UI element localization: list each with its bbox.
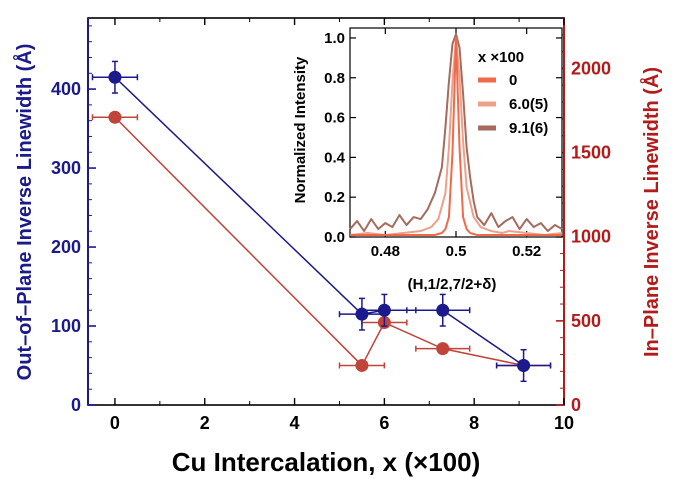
left-tick-label: 300	[51, 158, 81, 178]
x-tick-label: 2	[200, 413, 210, 433]
inset-series-layer	[349, 32, 563, 237]
x-tick-label: 0	[110, 413, 120, 433]
left-tick-label: 0	[71, 395, 81, 415]
legend-label: 6.0(5)	[509, 96, 548, 113]
out-of-plane-point	[436, 303, 450, 317]
legend-title: x ×100	[478, 49, 524, 66]
left-tick-label: 400	[51, 79, 81, 99]
right-y-axis-label: In–Plane Inverse Linewidth (Å)	[639, 67, 663, 357]
right-tick-label: 1500	[571, 143, 611, 163]
inset-y-axis-label: Normalized Intensity	[292, 56, 309, 203]
inset-y-tick-label: 0.0	[324, 229, 345, 246]
inset-y-tick-label: 0.4	[324, 149, 346, 166]
left-axis: 0 100 200 300 400	[51, 18, 96, 415]
inset-series-line	[349, 36, 563, 237]
in-plane-point	[436, 342, 450, 356]
inset-series-line	[349, 32, 563, 233]
x-tick-label: 10	[554, 413, 574, 433]
left-tick-label: 200	[51, 237, 81, 257]
inset-y-tick-label: 0.2	[324, 189, 345, 206]
left-y-axis-label: Out–of–Plane Inverse Linewidth (Å)	[12, 44, 36, 381]
right-tick-label: 0	[571, 395, 581, 415]
inset-y-tick-label: 1.0	[324, 30, 345, 47]
inset-x-tick-label: 0.5	[446, 243, 467, 260]
out-of-plane-point	[377, 303, 391, 317]
legend-items: 0 6.0(5) 9.1(6)	[478, 72, 548, 137]
right-axis: 0 500 1000 1500 2000	[556, 18, 611, 415]
inset-axes: 0.48 0.5 0.52 0.0 0.2 0.4 0.6 0.8 1.0	[324, 28, 562, 260]
right-tick-label: 500	[571, 311, 601, 331]
left-tick-label: 100	[51, 316, 81, 336]
in-plane-point	[108, 110, 122, 124]
inset-y-tick-label: 0.8	[324, 70, 345, 87]
x-axis: 0 2 4 6 8 10	[110, 18, 574, 433]
right-tick-label: 2000	[571, 58, 611, 78]
inset-x-tick-label: 0.48	[371, 243, 400, 260]
legend-label: 0	[509, 72, 517, 89]
inset-x-axis-label: (H,1/2,7/2+δ)	[408, 276, 497, 293]
x-axis-label: Cu Intercalation, x (×100)	[172, 447, 480, 477]
right-tick-label: 1000	[571, 227, 611, 247]
x-tick-label: 4	[290, 413, 300, 433]
inset-series-line	[350, 36, 562, 237]
x-tick-label: 8	[469, 413, 479, 433]
in-plane-point	[355, 358, 369, 372]
x-tick-label: 6	[379, 413, 389, 433]
inset-y-tick-label: 0.6	[324, 110, 345, 127]
inset-chart: 0.48 0.5 0.52 0.0 0.2 0.4 0.6 0.8 1.0 Normalized…	[292, 27, 563, 293]
out-of-plane-point	[108, 70, 122, 84]
inset-legend: x ×100 0 6.0(5) 9.1(6)	[478, 49, 548, 137]
inset-x-tick-label: 0.52	[512, 243, 541, 260]
out-of-plane-point	[517, 359, 531, 373]
main-series-layer	[91, 60, 552, 383]
legend-label: 9.1(6)	[509, 120, 548, 137]
